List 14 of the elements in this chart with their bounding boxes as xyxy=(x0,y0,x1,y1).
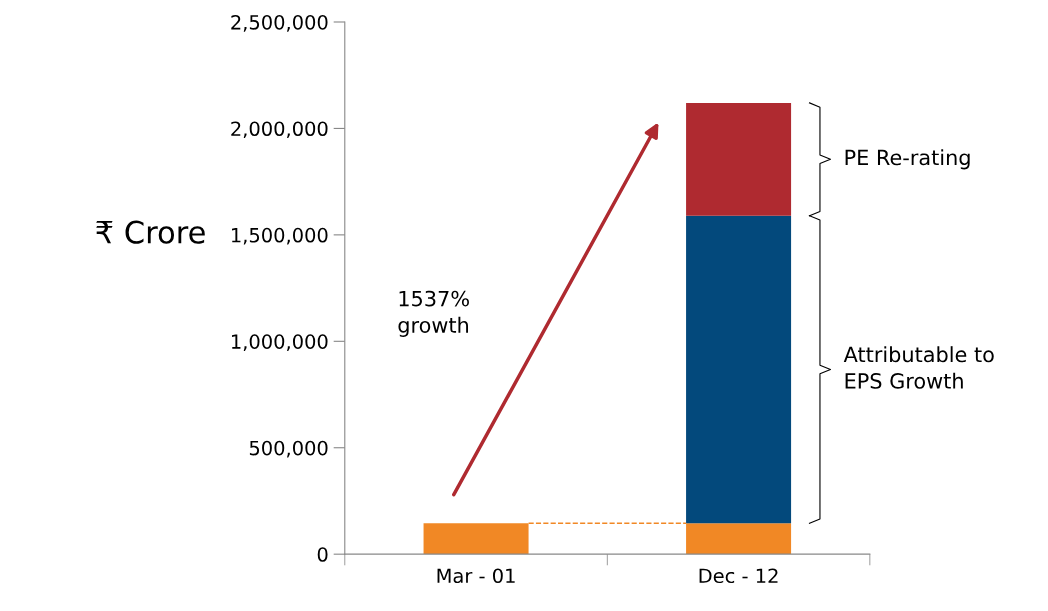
annotation: PE Re-rating xyxy=(845,149,970,170)
y-axis-title: ₹ Crore xyxy=(96,220,205,244)
y-tick-label: 1,500,000 xyxy=(232,227,328,245)
y-tick-label: 1,000,000 xyxy=(232,334,328,351)
bar xyxy=(686,215,792,524)
y-tick-label: 0 xyxy=(317,547,328,562)
annotation: Attributable to EPS Growth xyxy=(843,346,994,389)
annotation: 1537% growth xyxy=(398,290,469,337)
x-tick-label: Mar - 01 xyxy=(437,568,515,584)
y-tick-label: 500,000 xyxy=(249,440,328,458)
y-tick-label: 2,500,000 xyxy=(231,14,328,32)
bar xyxy=(686,102,792,216)
y-tick-label: 2,000,000 xyxy=(231,121,328,139)
x-tick-label: Dec - 12 xyxy=(699,568,778,584)
